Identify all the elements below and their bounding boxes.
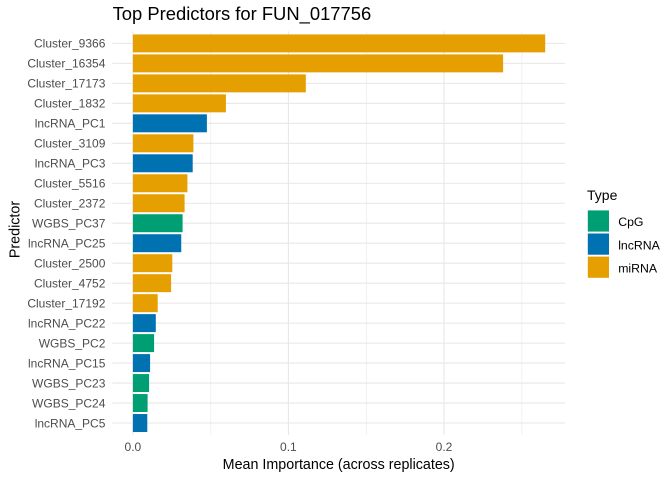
- svg-text:0.0: 0.0: [125, 440, 142, 454]
- svg-text:Top Predictors for FUN_017756: Top Predictors for FUN_017756: [113, 3, 372, 25]
- svg-text:Cluster_17192: Cluster_17192: [27, 296, 105, 310]
- svg-text:Cluster_16354: Cluster_16354: [27, 57, 105, 71]
- svg-text:lncRNA_PC5: lncRNA_PC5: [35, 416, 106, 430]
- svg-text:WGBS_PC37: WGBS_PC37: [32, 217, 106, 231]
- svg-text:Cluster_2500: Cluster_2500: [34, 256, 106, 270]
- svg-text:lncRNA_PC25: lncRNA_PC25: [28, 237, 106, 251]
- svg-text:miRNA: miRNA: [618, 261, 658, 275]
- svg-text:lncRNA_PC1: lncRNA_PC1: [35, 117, 106, 131]
- svg-text:WGBS_PC2: WGBS_PC2: [39, 336, 106, 350]
- svg-text:Cluster_1832: Cluster_1832: [34, 97, 106, 111]
- svg-text:Type: Type: [587, 187, 618, 203]
- svg-text:WGBS_PC24: WGBS_PC24: [32, 396, 106, 410]
- svg-text:Cluster_3109: Cluster_3109: [34, 137, 106, 151]
- svg-text:CpG: CpG: [618, 215, 643, 229]
- svg-text:WGBS_PC23: WGBS_PC23: [32, 376, 106, 390]
- svg-text:lncRNA_PC15: lncRNA_PC15: [28, 356, 106, 370]
- svg-text:Cluster_9366: Cluster_9366: [34, 37, 106, 51]
- svg-text:Cluster_2372: Cluster_2372: [34, 197, 106, 211]
- svg-text:Mean Importance (across replic: Mean Importance (across replicates): [223, 457, 455, 473]
- svg-text:Cluster_17173: Cluster_17173: [27, 77, 105, 91]
- svg-text:0.2: 0.2: [436, 440, 453, 454]
- svg-text:Predictor: Predictor: [8, 201, 24, 258]
- svg-text:lncRNA_PC22: lncRNA_PC22: [28, 316, 106, 330]
- svg-text:0.1: 0.1: [280, 440, 297, 454]
- svg-text:Cluster_4752: Cluster_4752: [34, 276, 106, 290]
- svg-text:lncRNA: lncRNA: [618, 238, 660, 252]
- svg-text:Cluster_5516: Cluster_5516: [34, 177, 106, 191]
- svg-text:lncRNA_PC3: lncRNA_PC3: [35, 157, 106, 171]
